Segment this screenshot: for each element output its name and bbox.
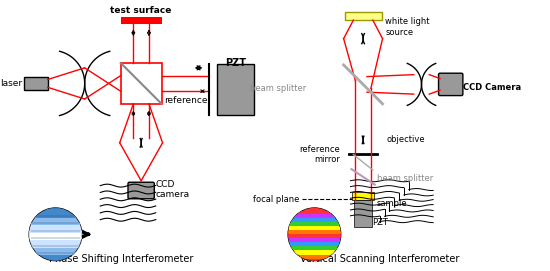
- Text: CCD Camera: CCD Camera: [463, 83, 521, 92]
- Text: objective: objective: [387, 136, 425, 144]
- Bar: [120, 17, 162, 24]
- Bar: [353, 192, 374, 200]
- Bar: [217, 64, 254, 115]
- Circle shape: [29, 208, 82, 261]
- FancyBboxPatch shape: [128, 182, 155, 199]
- Bar: [345, 12, 382, 20]
- Text: white light
source: white light source: [386, 17, 430, 37]
- Bar: [120, 63, 162, 104]
- Circle shape: [288, 208, 340, 261]
- Text: PZT: PZT: [225, 58, 246, 68]
- Text: Vertical Scanning Interferometer: Vertical Scanning Interferometer: [300, 254, 459, 264]
- Text: focal plane: focal plane: [254, 195, 300, 204]
- Text: reference
mirror: reference mirror: [299, 145, 340, 164]
- Text: reference: reference: [164, 96, 207, 105]
- Text: laser: laser: [0, 79, 23, 88]
- Text: beam splitter: beam splitter: [377, 174, 433, 183]
- Text: PZT: PZT: [372, 218, 388, 227]
- Text: test surface: test surface: [111, 5, 172, 15]
- Text: Phase Shifting Interferometer: Phase Shifting Interferometer: [50, 254, 194, 264]
- Bar: [354, 200, 372, 227]
- Text: CCD
camera: CCD camera: [156, 180, 190, 199]
- Bar: [24, 77, 48, 90]
- FancyBboxPatch shape: [438, 73, 463, 96]
- Text: beam splitter: beam splitter: [250, 84, 307, 93]
- Text: sample: sample: [377, 199, 408, 208]
